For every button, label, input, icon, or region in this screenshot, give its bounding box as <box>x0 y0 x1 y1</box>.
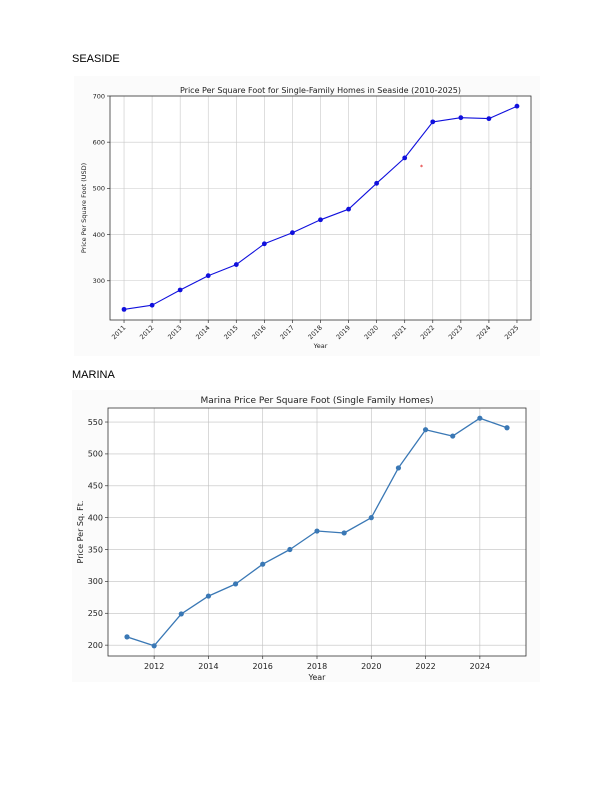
x-tick-label: 2019 <box>335 324 352 341</box>
y-tick-label: 600 <box>93 138 105 146</box>
data-point <box>232 581 239 587</box>
data-point <box>290 230 295 236</box>
x-tick-label: 2012 <box>138 324 155 341</box>
data-point <box>504 425 510 431</box>
data-point <box>346 206 351 212</box>
y-tick-label: 200 <box>88 641 103 650</box>
x-tick-label: 2018 <box>307 324 324 341</box>
y-tick-label: 350 <box>88 545 103 554</box>
x-tick-label: 2015 <box>222 324 239 341</box>
y-tick-label: 700 <box>93 92 105 100</box>
annotation-mark: * <box>420 164 423 171</box>
x-tick-label: 2018 <box>307 662 327 671</box>
x-tick-label: 2014 <box>194 324 211 341</box>
x-tick-label: 2017 <box>278 324 295 341</box>
y-tick-label: 500 <box>88 450 103 459</box>
data-point <box>368 515 374 521</box>
x-tick-label: 2011 <box>110 324 127 341</box>
y-tick-label: 450 <box>88 482 103 491</box>
data-point <box>124 634 130 640</box>
data-point <box>402 155 408 161</box>
y-tick-label: 550 <box>88 418 103 427</box>
data-point <box>341 530 347 536</box>
x-tick-label: 2022 <box>419 324 436 341</box>
seaside-heading: SEASIDE <box>72 53 120 65</box>
data-point <box>261 241 267 247</box>
data-point <box>121 306 127 312</box>
y-tick-label: 500 <box>93 185 105 193</box>
x-tick-label: 2025 <box>503 324 520 341</box>
x-tick-label: 2023 <box>447 324 464 341</box>
data-point <box>178 611 184 617</box>
x-tick-label: 2020 <box>361 662 381 671</box>
data-point <box>314 528 320 534</box>
data-point <box>260 561 266 567</box>
data-point <box>177 287 183 293</box>
marina-chart-panel: Marina Price Per Square Foot (Single Fam… <box>72 390 540 682</box>
data-point <box>287 546 293 553</box>
data-point <box>458 115 464 121</box>
marina-chart: Marina Price Per Square Foot (Single Fam… <box>76 396 527 682</box>
data-point <box>374 180 380 186</box>
y-tick-label: 300 <box>93 277 105 285</box>
data-point <box>395 465 402 471</box>
y-tick-label: 300 <box>88 577 103 586</box>
y-axis-label: Price Per Square Foot (USD) <box>80 163 88 253</box>
x-axis-label: Year <box>313 342 328 350</box>
data-point <box>151 643 157 649</box>
y-tick-label: 400 <box>93 231 105 239</box>
plot-frame <box>107 407 527 657</box>
x-tick-label: 2014 <box>198 662 218 671</box>
data-point <box>233 262 239 267</box>
data-point <box>205 273 211 279</box>
seaside-chart-panel: Price Per Square Foot for Single-Family … <box>74 76 540 356</box>
data-point <box>514 103 520 109</box>
y-tick-label: 250 <box>88 609 103 618</box>
x-tick-label: 2020 <box>363 324 380 341</box>
data-point <box>486 116 492 122</box>
x-tick-label: 2022 <box>415 662 435 671</box>
marina-heading: MARINA <box>72 369 115 381</box>
x-tick-label: 2013 <box>166 324 183 341</box>
x-tick-label: 2016 <box>253 662 273 671</box>
chart-title: Price Per Square Foot for Single-Family … <box>180 86 461 95</box>
x-tick-label: 2024 <box>470 662 490 671</box>
y-axis-label: Price Per Sq. Ft. <box>76 501 85 564</box>
x-tick-label: 2021 <box>391 324 408 341</box>
x-axis-label: Year <box>308 673 327 682</box>
data-point <box>149 302 155 308</box>
data-point <box>422 427 429 433</box>
y-tick-label: 400 <box>88 513 103 522</box>
data-point <box>450 433 456 439</box>
x-tick-label: 2024 <box>475 324 492 341</box>
seaside-chart: Price Per Square Foot for Single-Family … <box>80 86 532 350</box>
plot-frame <box>109 95 532 321</box>
data-point <box>477 415 483 421</box>
chart-title: Marina Price Per Square Foot (Single Fam… <box>200 396 433 406</box>
data-point <box>430 119 436 125</box>
data-point <box>205 593 212 599</box>
data-point <box>318 217 323 223</box>
x-tick-label: 2012 <box>144 662 164 671</box>
x-tick-label: 2016 <box>250 324 267 341</box>
